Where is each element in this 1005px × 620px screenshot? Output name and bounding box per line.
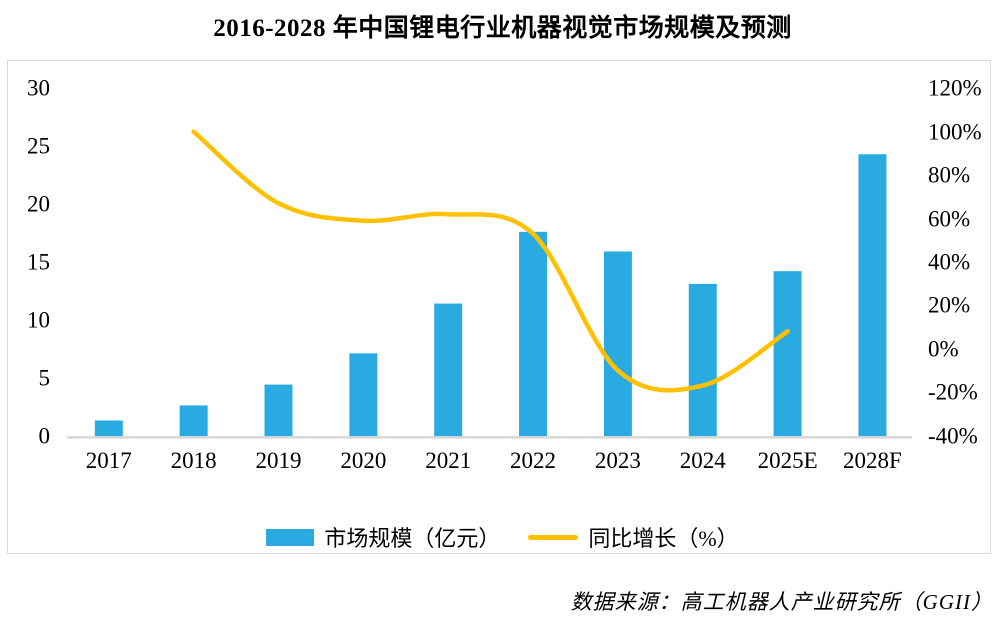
y-axis-left-tick-label: 5 <box>38 365 51 391</box>
x-axis-category-label: 2023 <box>594 448 641 473</box>
growth-line <box>191 129 790 393</box>
y-axis-right-tick-label: -40% <box>928 423 978 448</box>
y-axis-right-tick-label: 20% <box>928 292 971 318</box>
x-axis-category-label: 2019 <box>255 448 302 473</box>
legend-item-growth: 同比增长（%） <box>528 521 739 553</box>
x-axis-category-label: 2022 <box>510 448 557 473</box>
y-axis-left-tick-label: 10 <box>27 307 50 333</box>
y-axis-left-tick-label: 30 <box>27 75 50 101</box>
x-axis-category-label: 2028F <box>843 448 902 473</box>
source-note: 数据来源：高工机器人产业研究所（GGII） <box>570 590 993 614</box>
y-axis-left-tick-label: 0 <box>38 423 51 448</box>
y-axis-left-tick-label: 15 <box>27 249 50 275</box>
y-axis-right-tick-label: -20% <box>928 379 978 405</box>
chart-title: 2016-2028 年中国锂电行业机器视觉市场规模及预测 <box>213 15 792 42</box>
x-axis-category-label: 2020 <box>340 448 387 473</box>
bar <box>264 384 293 437</box>
y-axis-right-tick-label: 120% <box>928 75 982 101</box>
x-axis-category-label: 2021 <box>425 448 472 473</box>
legend-line-label: 同比增长（%） <box>588 526 739 551</box>
legend-item-market-size: 市场规模（亿元） <box>266 521 500 553</box>
y-axis-right-tick-label: 0% <box>928 336 959 362</box>
legend-bar-label: 市场规模（亿元） <box>324 526 501 551</box>
bar <box>179 405 208 437</box>
y-axis-left-tick-label: 25 <box>27 133 50 159</box>
x-axis-line <box>67 436 912 439</box>
bar <box>434 303 463 437</box>
y-axis-right-tick-label: 60% <box>928 206 971 231</box>
bar-series-swatch-icon <box>266 528 315 546</box>
x-axis-category-label: 2024 <box>679 448 726 473</box>
bar <box>94 420 123 437</box>
y-axis-right-tick-label: 100% <box>928 119 982 145</box>
x-axis-category-label: 2025E <box>757 448 818 473</box>
y-axis-right-tick-label: 40% <box>928 249 971 275</box>
bar <box>349 353 378 437</box>
y-axis-left-tick-label: 20 <box>27 191 50 217</box>
x-axis-category-label: 2017 <box>85 448 132 473</box>
bar <box>603 251 632 437</box>
y-axis-right-tick-label: 80% <box>928 162 971 188</box>
legend: 市场规模（亿元） 同比增长（%） <box>0 521 1005 553</box>
x-axis-category-label: 2018 <box>170 448 217 473</box>
bar <box>773 271 802 437</box>
bar <box>519 231 548 437</box>
line-series-swatch-icon <box>528 534 579 540</box>
bar <box>688 283 717 437</box>
bar <box>858 154 887 437</box>
chart-frame <box>7 60 991 554</box>
